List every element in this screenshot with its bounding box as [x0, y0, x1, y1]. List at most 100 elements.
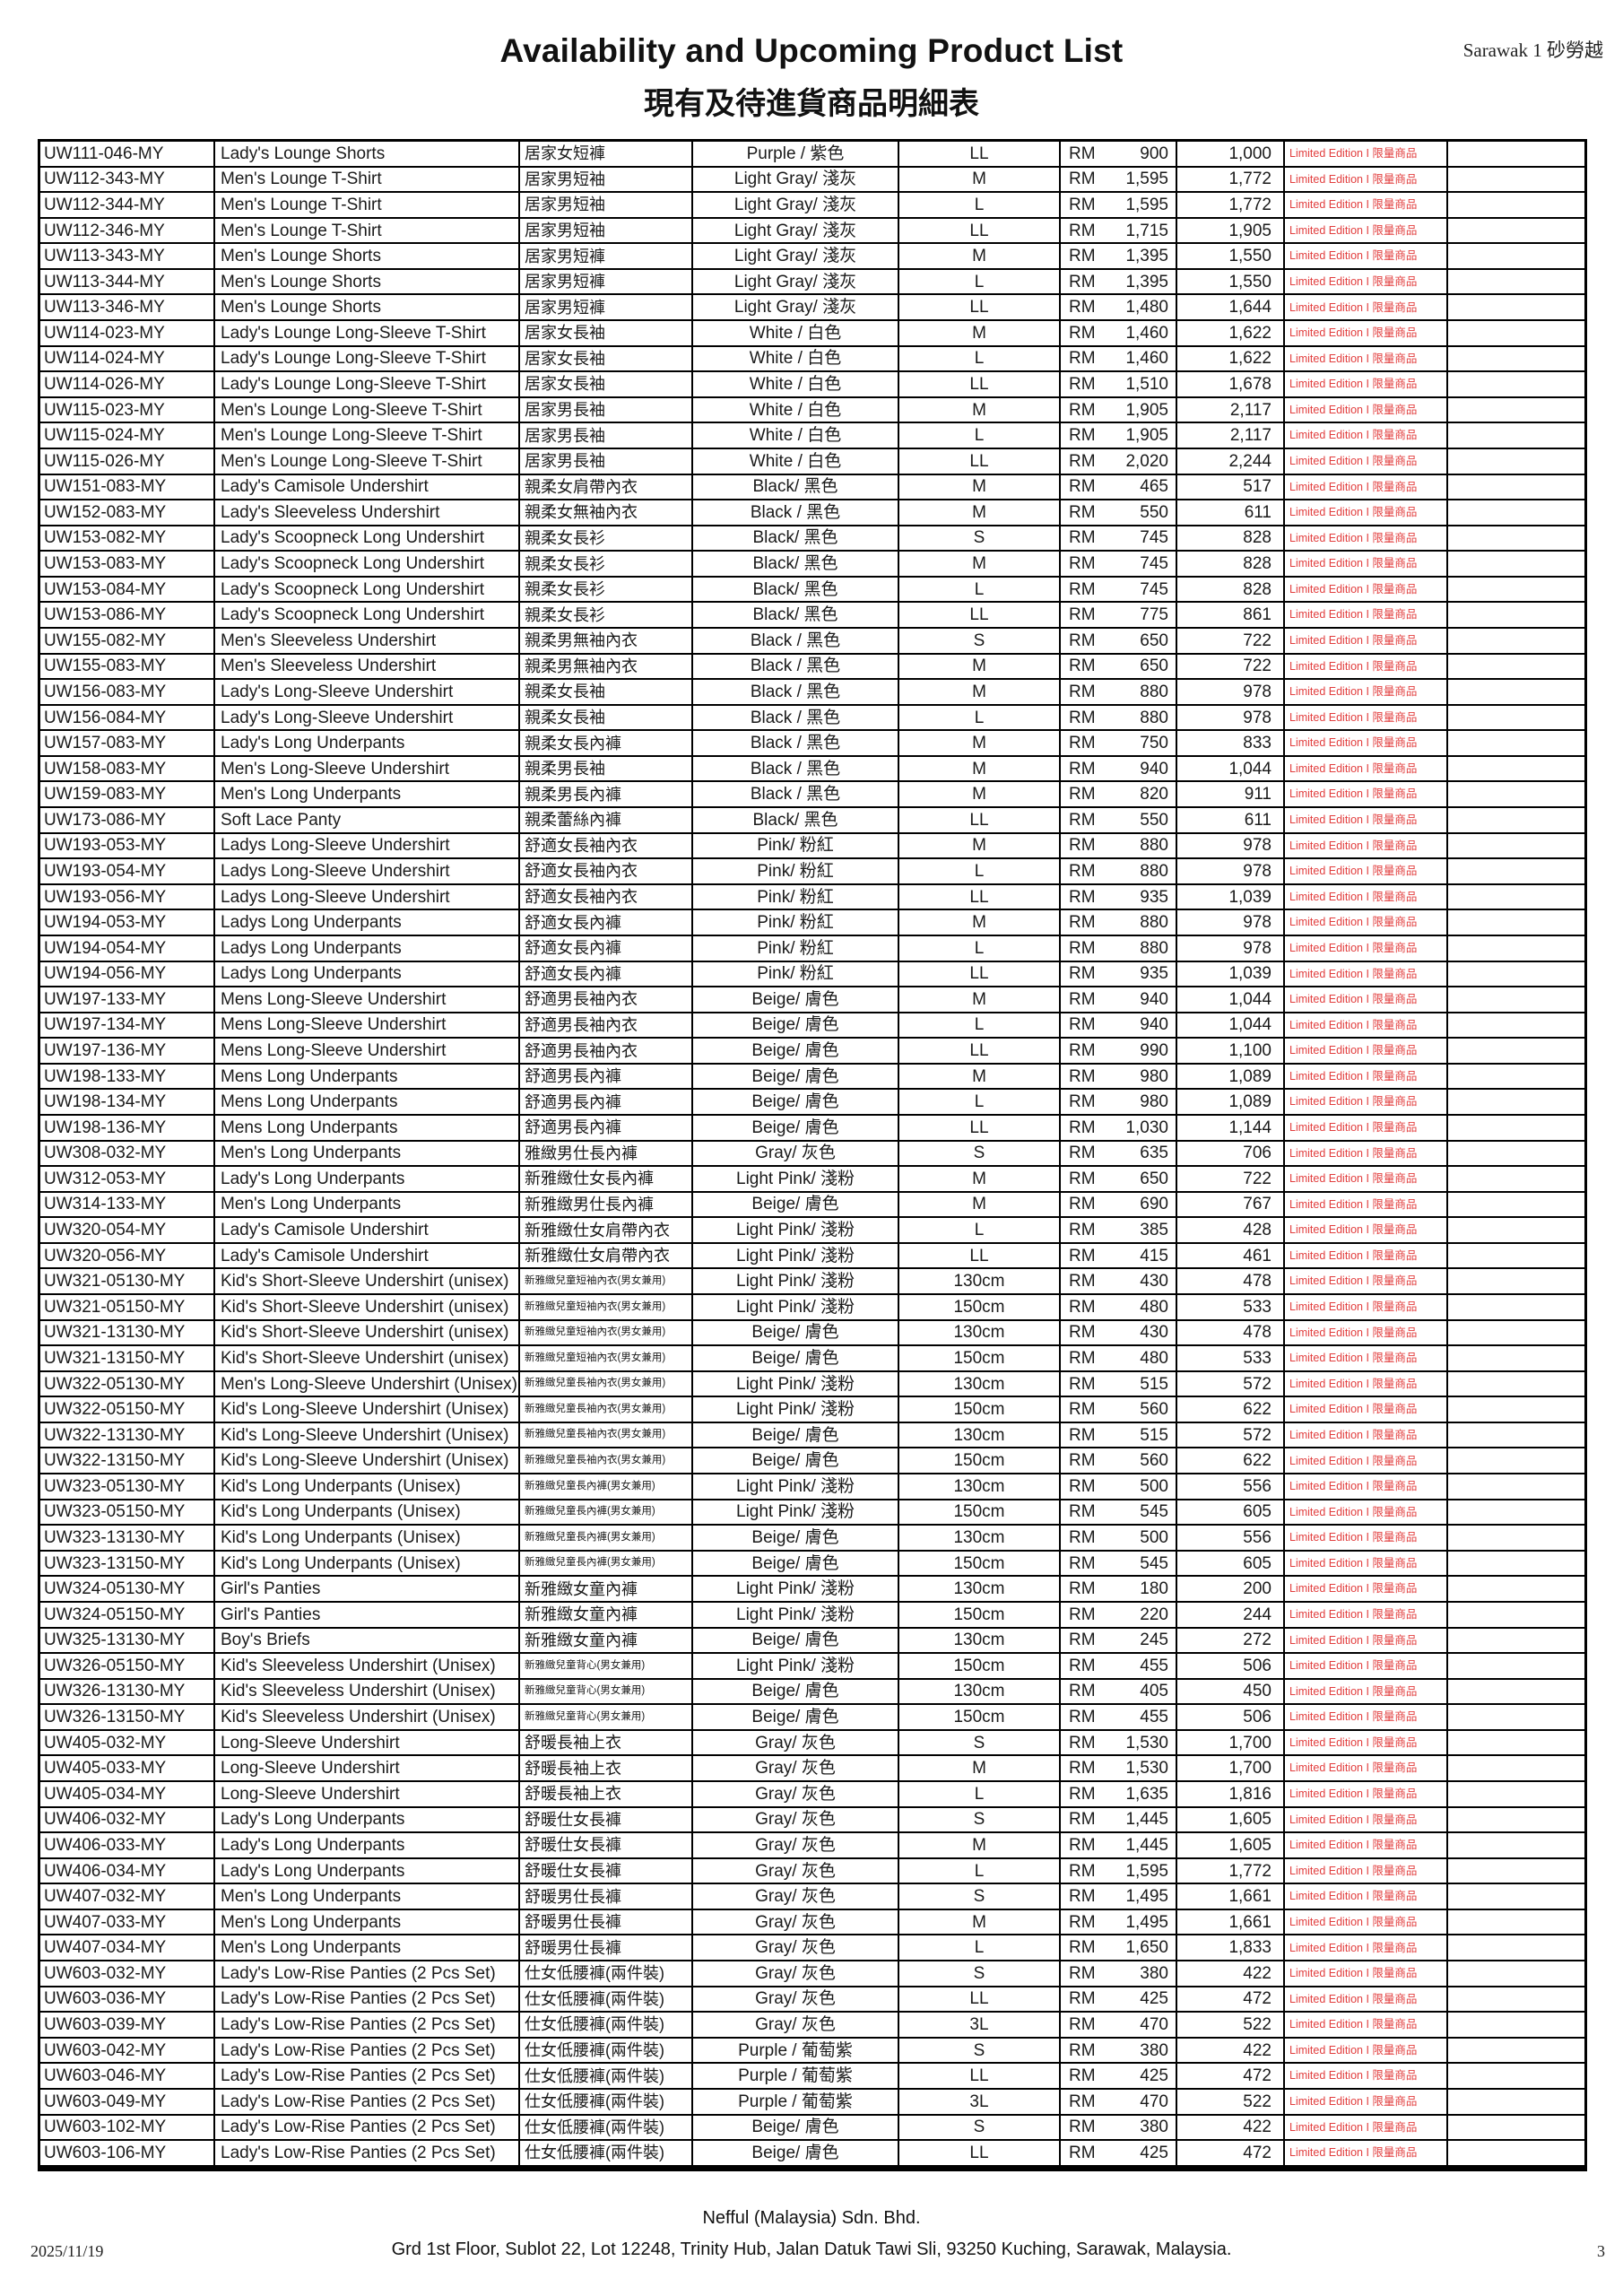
product-code-cell: UW157-083-MY — [40, 731, 215, 755]
product-code-cell: UW194-053-MY — [40, 910, 215, 935]
size-cell: L — [899, 935, 1061, 961]
currency-label: RM — [1069, 989, 1096, 1009]
size-cell: S — [899, 1730, 1061, 1755]
limited-edition-badge: Limited Edition I 限量商品 — [1285, 474, 1448, 500]
price-cell: RM 745 — [1061, 526, 1177, 551]
size-cell: S — [899, 1884, 1061, 1909]
product-name-en-cell: Men's Lounge T-Shirt — [215, 167, 520, 192]
product-name-zh-cell: 舒適女長袖內衣 — [520, 884, 693, 909]
product-name-en-cell: Kid's Long-Sleeve Undershirt (Unisex) — [215, 1422, 520, 1448]
price-cell: RM 405 — [1061, 1679, 1177, 1704]
size-cell: M — [899, 910, 1061, 935]
currency-label: RM — [1069, 1631, 1096, 1650]
remarks-cell — [1448, 423, 1584, 448]
price-cell: RM 380 — [1061, 2038, 1177, 2063]
currency-label: RM — [1069, 708, 1096, 727]
product-name-en-cell: Kid's Long-Sleeve Undershirt (Unisex) — [215, 1397, 520, 1422]
quantity-cell: 517 — [1177, 474, 1285, 500]
product-name-zh-cell: 新雅緻兒童長袖內衣(男女兼用) — [520, 1448, 693, 1474]
price-value: 880 — [1140, 938, 1168, 958]
price-cell: RM 650 — [1061, 1167, 1177, 1191]
product-code-cell: UW603-102-MY — [40, 2115, 215, 2140]
product-code-cell: UW407-033-MY — [40, 1909, 215, 1935]
limited-edition-badge: Limited Edition I 限量商品 — [1285, 1807, 1448, 1832]
quantity-cell: 1,661 — [1177, 1909, 1285, 1935]
product-name-zh-cell: 仕女低腰褲(兩件裝) — [520, 2115, 693, 2140]
product-name-zh-cell: 仕女低腰褲(兩件裝) — [520, 2064, 693, 2088]
currency-label: RM — [1069, 2014, 1096, 2034]
color-cell: Beige/ 膚色 — [693, 1628, 899, 1653]
remarks-cell — [1448, 142, 1584, 166]
currency-label: RM — [1069, 1810, 1096, 1830]
currency-label: RM — [1069, 170, 1096, 189]
product-name-en-cell: Kid's Long Underpants (Unisex) — [215, 1526, 520, 1550]
table-row: UW407-034-MY Men's Long Underpants 舒暖男仕長褲 G… — [40, 1935, 1584, 1962]
product-name-zh-cell: 舒暖長袖上衣 — [520, 1730, 693, 1755]
table-row: UW112-344-MY Men's Lounge T-Shirt 居家男短袖 Lig… — [40, 193, 1584, 219]
size-cell: 150cm — [899, 1654, 1061, 1678]
limited-edition-badge: Limited Edition I 限量商品 — [1285, 1371, 1448, 1396]
product-name-zh-cell: 居家男長袖 — [520, 448, 693, 474]
price-value: 1,530 — [1125, 1733, 1168, 1752]
quantity-cell: 1,039 — [1177, 884, 1285, 909]
currency-label: RM — [1069, 938, 1096, 958]
product-name-zh-cell: 新雅緻兒童背心(男女兼用) — [520, 1654, 693, 1678]
price-cell: RM 940 — [1061, 756, 1177, 781]
product-name-zh-cell: 新雅緻兒童短袖內衣(男女兼用) — [520, 1346, 693, 1370]
product-name-zh-cell: 舒適男長內褲 — [520, 1090, 693, 1114]
quantity-cell: 1,772 — [1177, 1858, 1285, 1883]
product-code-cell: UW198-136-MY — [40, 1115, 215, 1140]
table-row: UW326-13150-MY Kid's Sleeveless Undershir… — [40, 1705, 1584, 1731]
product-name-en-cell: Kid's Short-Sleeve Undershirt (unisex) — [215, 1295, 520, 1319]
product-name-zh-cell: 仕女低腰褲(兩件裝) — [520, 1987, 693, 2012]
product-code-cell: UW326-05150-MY — [40, 1654, 215, 1678]
color-cell: Black/ 黑色 — [693, 526, 899, 551]
color-cell: Beige/ 膚色 — [693, 1090, 899, 1114]
product-name-zh-cell: 新雅緻女童內褲 — [520, 1628, 693, 1653]
color-cell: Light Gray/ 淺灰 — [693, 193, 899, 217]
quantity-cell: 1,044 — [1177, 756, 1285, 781]
product-name-en-cell: Lady's Low-Rise Panties (2 Pcs Set) — [215, 2115, 520, 2140]
limited-edition-badge: Limited Edition I 限量商品 — [1285, 2141, 1448, 2165]
currency-label: RM — [1069, 144, 1096, 163]
price-cell: RM 425 — [1061, 2064, 1177, 2088]
table-row: UW407-033-MY Men's Long Underpants 舒暖男仕長褲 G… — [40, 1909, 1584, 1936]
product-name-en-cell: Ladys Long Underpants — [215, 935, 520, 961]
table-row: UW314-133-MY Men's Long Underpants 新雅緻男仕長內… — [40, 1192, 1584, 1219]
product-name-zh-cell: 新雅緻兒童短袖內衣(男女兼用) — [520, 1269, 693, 1294]
quantity-cell: 2,117 — [1177, 423, 1285, 448]
price-value: 935 — [1140, 887, 1168, 907]
product-code-cell: UW314-133-MY — [40, 1192, 215, 1217]
size-cell: 150cm — [899, 1551, 1061, 1576]
product-name-en-cell: Lady's Long Underpants — [215, 1833, 520, 1857]
table-row: UW405-033-MY Long-Sleeve Undershirt 舒暖長袖上衣… — [40, 1756, 1584, 1782]
price-value: 880 — [1140, 682, 1168, 701]
currency-label: RM — [1069, 1118, 1096, 1137]
color-cell: Beige/ 膚色 — [693, 1192, 899, 1217]
limited-edition-badge: Limited Edition I 限量商品 — [1285, 142, 1448, 166]
table-row: UW405-032-MY Long-Sleeve Undershirt 舒暖長袖上衣… — [40, 1730, 1584, 1757]
remarks-cell — [1448, 526, 1584, 551]
size-cell: M — [899, 1192, 1061, 1217]
price-cell: RM 940 — [1061, 1013, 1177, 1038]
color-cell: White / 白色 — [693, 321, 899, 345]
quantity-cell: 1,000 — [1177, 142, 1285, 166]
product-name-en-cell: Lady's Low-Rise Panties (2 Pcs Set) — [215, 2038, 520, 2063]
limited-edition-badge: Limited Edition I 限量商品 — [1285, 782, 1448, 807]
price-cell: RM 1,395 — [1061, 244, 1177, 268]
product-code-cell: UW312-053-MY — [40, 1167, 215, 1191]
color-cell: Black / 黑色 — [693, 680, 899, 704]
table-row: UW198-134-MY Mens Long Underpants 舒適男長內褲 Be… — [40, 1090, 1584, 1116]
product-code-cell: UW153-084-MY — [40, 577, 215, 602]
product-name-zh-cell: 舒適女長內褲 — [520, 961, 693, 987]
table-row: UW115-026-MY Men's Lounge Long-Sleeve T-S… — [40, 448, 1584, 475]
product-name-zh-cell: 舒暖仕女長褲 — [520, 1858, 693, 1883]
price-cell: RM 1,905 — [1061, 423, 1177, 448]
product-name-zh-cell: 新雅緻兒童短袖內衣(男女兼用) — [520, 1320, 693, 1345]
limited-edition-badge: Limited Edition I 限量商品 — [1285, 1243, 1448, 1268]
currency-label: RM — [1069, 451, 1096, 471]
price-value: 745 — [1140, 554, 1168, 574]
color-cell: Gray/ 灰色 — [693, 1961, 899, 1986]
product-name-en-cell: Long-Sleeve Undershirt — [215, 1730, 520, 1755]
price-cell: RM 500 — [1061, 1526, 1177, 1550]
